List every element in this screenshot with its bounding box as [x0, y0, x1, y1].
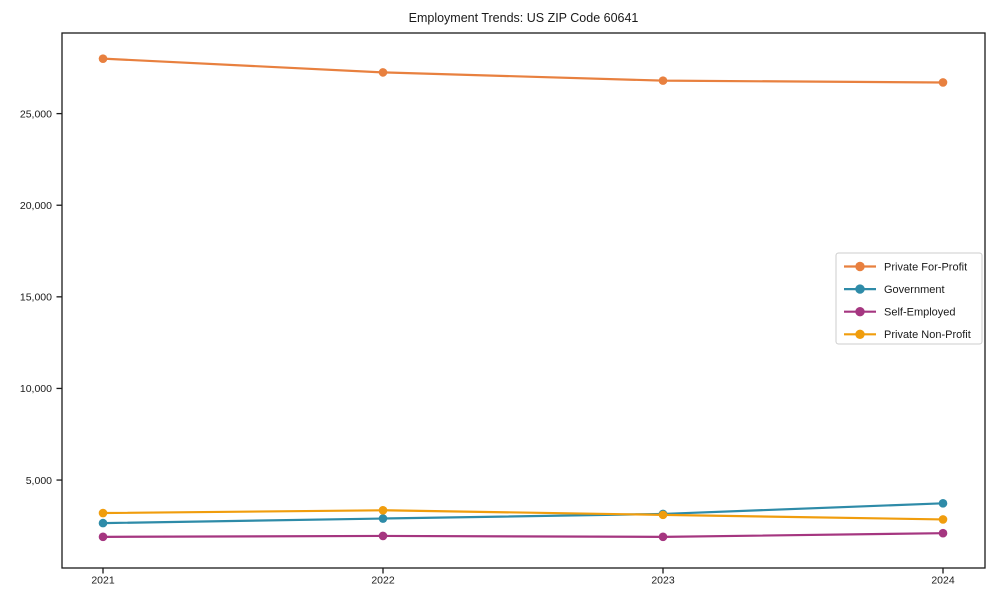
data-point-private-for-profit-2024 [938, 78, 948, 87]
y-tick-label: 5,000 [26, 475, 52, 487]
x-tick-label: 2024 [931, 575, 955, 587]
legend-label: Self-Employed [884, 307, 956, 319]
y-tick-label: 20,000 [20, 200, 52, 212]
legend-box [835, 252, 983, 345]
legend-item-government: Government [844, 284, 945, 296]
data-point-private-non-profit-2024 [938, 515, 948, 524]
y-tick-label: 10,000 [20, 383, 52, 395]
plot-border [61, 32, 986, 569]
legend-marker [855, 284, 865, 294]
legend-item-private-non-profit: Private Non-Profit [844, 329, 971, 341]
data-point-government-2024 [938, 499, 948, 508]
legend-label: Private Non-Profit [884, 329, 971, 341]
x-tick-label: 2021 [91, 575, 115, 587]
data-point-private-for-profit-2021 [98, 54, 108, 63]
data-point-private-non-profit-2023 [658, 510, 668, 520]
legend: Private For-Profit Government Self-Employe… [835, 252, 983, 345]
data-point-private-for-profit-2023 [658, 76, 668, 85]
chart-title: Employment Trends: US ZIP Code 60641 [409, 11, 639, 25]
series-line-government [101, 502, 945, 525]
data-point-government-2022 [378, 514, 388, 523]
legend-marker [855, 261, 865, 272]
legend-item-self-employed: Self-Employed [844, 307, 956, 319]
legend-marker [855, 307, 865, 317]
y-tick-label: 15,000 [20, 292, 52, 304]
x-tick-label: 2022 [371, 575, 395, 587]
series-line-self-employed [101, 532, 945, 538]
series-line-private-for-profit [101, 57, 945, 84]
legend-item-private-for-profit: Private For-Profit [844, 261, 967, 273]
data-point-self-employed-2022 [378, 531, 388, 541]
data-point-self-employed-2023 [658, 532, 668, 542]
x-tick-label: 2023 [651, 575, 675, 587]
data-point-government-2021 [98, 518, 108, 528]
legend-marker [855, 329, 865, 339]
plot-area: 5,000 10,000 15,000 20,000 25,000 2021 2022 202… [20, 32, 986, 587]
data-point-self-employed-2021 [98, 532, 108, 542]
data-point-private-for-profit-2022 [378, 68, 388, 77]
y-tick-label: 25,000 [20, 108, 52, 120]
series-line-private-non-profit [101, 509, 945, 521]
data-point-private-non-profit-2021 [98, 508, 108, 518]
data-point-self-employed-2024 [938, 528, 948, 538]
data-point-private-non-profit-2022 [378, 505, 388, 515]
legend-label: Government [884, 284, 945, 296]
legend-label: Private For-Profit [884, 261, 967, 273]
